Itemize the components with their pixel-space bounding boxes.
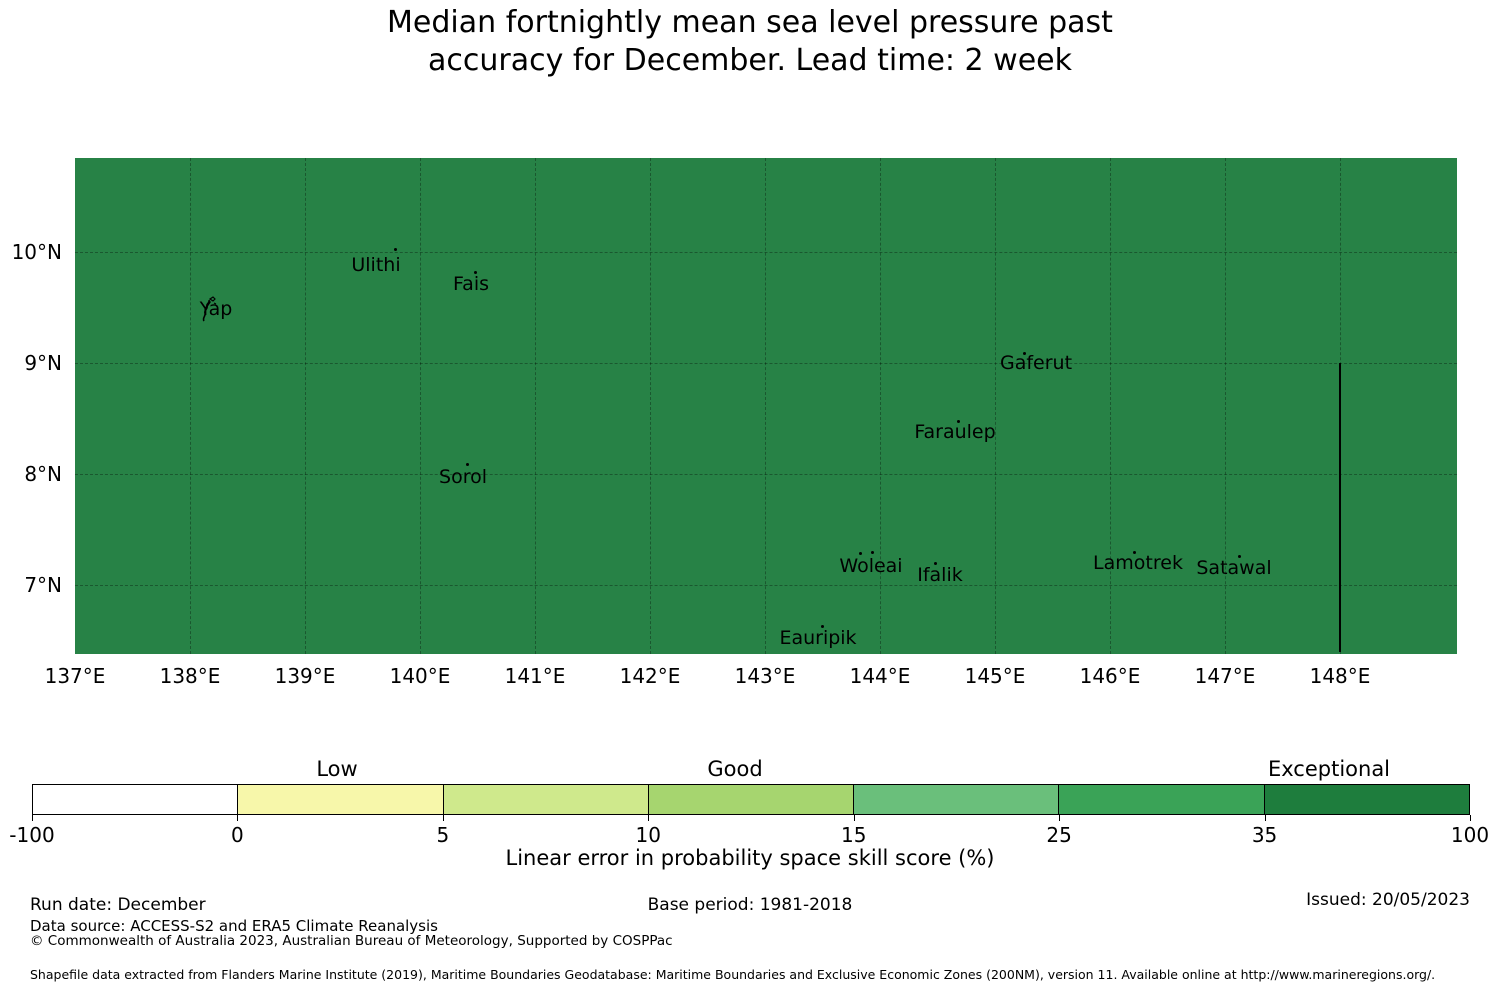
colorbar-segment — [853, 785, 1059, 814]
map-area: Yap Ulithi Fais Sorol Gaferut Faraulep Woleai I… — [75, 158, 1457, 654]
colorbar-axis-label: Linear error in probability space skill … — [505, 846, 995, 870]
colorbar-tick-mark — [442, 815, 444, 821]
longitude-tick-label: 144°E — [849, 664, 911, 688]
run-date-text: Run date: December — [30, 895, 206, 915]
colorbar-segment — [442, 785, 648, 814]
island-dot — [934, 562, 937, 565]
island-label: Ulithi — [351, 254, 401, 276]
colorbar-tick-mark — [648, 815, 650, 821]
island-dot — [394, 248, 397, 251]
colorbar-tick-label: 25 — [1046, 823, 1072, 847]
island-dot — [871, 551, 874, 554]
island-label: Sorol — [439, 466, 487, 488]
colorbar-tick-mark — [1264, 815, 1266, 821]
figure-title-line2: accuracy for December. Lead time: 2 week — [427, 43, 1073, 78]
colorbar-segment — [647, 785, 854, 814]
colorbar-category-label: Good — [707, 757, 763, 781]
gridline-parallel — [75, 585, 1457, 586]
shapefile-note-text: Shapefile data extracted from Flanders M… — [30, 967, 1436, 982]
island-dot — [474, 271, 477, 274]
base-period-text: Base period: 1981-2018 — [647, 895, 853, 915]
gridline-meridian — [535, 158, 536, 654]
figure-title-line1: Median fortnightly mean sea level pressu… — [387, 5, 1113, 40]
yap-island-shape — [202, 296, 217, 322]
latitude-tick-label: 10°N — [11, 240, 62, 264]
island-label: Woleai — [839, 555, 903, 577]
gridline-meridian — [995, 158, 996, 654]
gridline-meridian — [1110, 158, 1111, 654]
island-label: Fais — [452, 273, 490, 295]
longitude-tick-label: 137°E — [44, 664, 106, 688]
island-dot — [1023, 352, 1026, 355]
colorbar-segment — [33, 785, 238, 814]
longitude-tick-label: 140°E — [389, 664, 451, 688]
data-source-text: Data source: ACCESS-S2 and ERA5 Climate … — [30, 917, 438, 935]
longitude-tick-label: 146°E — [1079, 664, 1141, 688]
island-label: Lamotrek — [1093, 552, 1183, 574]
issued-date-text: Issued: 20/05/2023 — [1306, 890, 1470, 910]
island-label: Gaferut — [999, 352, 1073, 374]
gridline-meridian — [1225, 158, 1226, 654]
eez-boundary-line — [1339, 363, 1341, 652]
gridline-meridian — [420, 158, 421, 654]
colorbar — [32, 784, 1470, 815]
island-dot — [466, 463, 469, 466]
colorbar-segment — [1263, 785, 1469, 814]
latitude-tick-label: 9°N — [24, 351, 62, 375]
island-dot — [957, 420, 960, 423]
island-label: Satawal — [1196, 557, 1272, 579]
longitude-tick-label: 142°E — [619, 664, 681, 688]
colorbar-tick-label: 15 — [840, 823, 867, 847]
longitude-tick-label: 138°E — [159, 664, 221, 688]
latitude-tick-label: 8°N — [24, 462, 62, 486]
figure-title: Median fortnightly mean sea level pressu… — [0, 4, 1500, 80]
colorbar-category-label: Low — [316, 757, 358, 781]
latitude-tick-label: 7°N — [24, 573, 62, 597]
island-dot — [859, 552, 862, 555]
longitude-tick-label: 147°E — [1194, 664, 1256, 688]
gridline-parallel — [75, 252, 1457, 253]
gridline-parallel — [75, 363, 1457, 364]
colorbar-tick-label: 0 — [231, 823, 244, 847]
gridline-meridian — [1340, 158, 1341, 654]
gridline-meridian — [765, 158, 766, 654]
colorbar-tick-label: 5 — [436, 823, 450, 847]
longitude-tick-label: 141°E — [504, 664, 566, 688]
island-label: Yap — [199, 298, 233, 320]
colorbar-tick-mark — [1470, 815, 1471, 821]
gridline-meridian — [650, 158, 651, 654]
colorbar-tick-label: -100 — [9, 823, 55, 847]
island-label: Ifalik — [917, 564, 963, 586]
island-dot — [1133, 551, 1136, 554]
gridline-meridian — [305, 158, 306, 654]
colorbar-tick-mark — [1059, 815, 1061, 821]
colorbar-tick-mark — [237, 815, 239, 821]
colorbar-segment — [237, 785, 443, 814]
colorbar-category-label: Exceptional — [1267, 757, 1391, 781]
colorbar-tick-label: 10 — [635, 823, 661, 847]
gridline-meridian — [880, 158, 881, 654]
gridline-meridian — [190, 158, 191, 654]
longitude-tick-label: 145°E — [964, 664, 1026, 688]
colorbar-tick-mark — [853, 815, 855, 821]
island-dot — [1238, 555, 1241, 558]
gridline-parallel — [75, 474, 1457, 475]
longitude-tick-label: 143°E — [734, 664, 796, 688]
colorbar-tick-mark — [32, 815, 33, 821]
longitude-tick-label: 148°E — [1309, 664, 1371, 688]
longitude-tick-label: 139°E — [274, 664, 336, 688]
island-label: Faraulep — [914, 421, 996, 443]
island-label: Eauripik — [779, 627, 857, 649]
colorbar-tick-label: 100 — [1450, 823, 1490, 847]
island-dot — [821, 625, 824, 628]
copyright-text: © Commonwealth of Australia 2023, Austra… — [30, 933, 673, 949]
colorbar-tick-label: 35 — [1251, 823, 1278, 847]
colorbar-segment — [1058, 785, 1264, 814]
